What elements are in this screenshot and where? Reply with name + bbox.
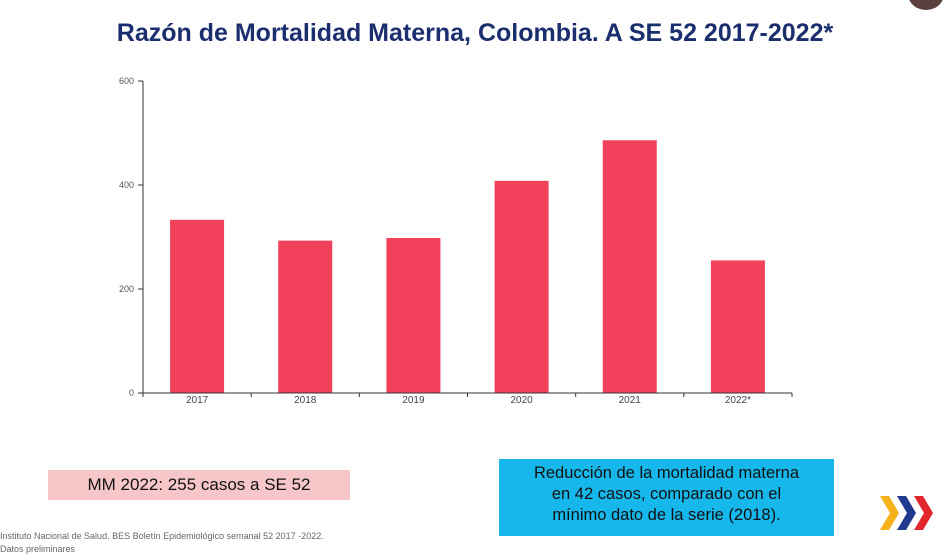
x-tick-label: 2022*	[725, 395, 751, 406]
x-tick-label: 2017	[186, 395, 209, 406]
note-line: en 42 casos, comparado con el	[551, 485, 782, 503]
bar-chart: 0 200 400 600 2017 2018 2019 2020 2021 2022*	[119, 76, 793, 406]
avatar	[908, 0, 944, 10]
y-tick-label: 0	[129, 388, 134, 398]
mm-summary-box: MM 2022: 255 casos a SE 52	[48, 470, 350, 500]
x-tick-label: 2018	[294, 395, 317, 406]
reduction-note-box: Reducción de la mortalidad materna en 42…	[499, 459, 834, 536]
source-note: Instituto Nacional de Salud. BES Boletín…	[0, 530, 324, 556]
bar-2022	[710, 260, 765, 393]
y-tick-label: 200	[119, 284, 134, 294]
x-tick-label: 2019	[402, 395, 425, 406]
note-line: mínimo dato de la serie (2018).	[552, 506, 781, 524]
chevron-red-icon	[914, 496, 933, 530]
bar-2018	[278, 240, 333, 393]
bar-2019	[386, 238, 441, 393]
x-tick-label: 2021	[619, 395, 642, 406]
chevrons-logo-icon	[880, 496, 933, 530]
page-title: Razón de Mortalidad Materna, Colombia. A…	[116, 19, 834, 47]
y-tick-label: 600	[119, 76, 134, 86]
source-line: Datos preliminares	[0, 544, 76, 554]
bar-2020	[494, 180, 549, 393]
bar-2017	[170, 219, 225, 393]
source-line: Instituto Nacional de Salud. BES Boletín…	[0, 531, 324, 541]
note-line: Reducción de la mortalidad materna	[533, 464, 800, 482]
y-tick-label: 400	[119, 180, 134, 190]
bar-2021	[602, 140, 657, 393]
chevron-blue-icon	[897, 496, 916, 530]
x-tick-label: 2020	[510, 395, 533, 406]
chevron-yellow-icon	[880, 496, 899, 530]
